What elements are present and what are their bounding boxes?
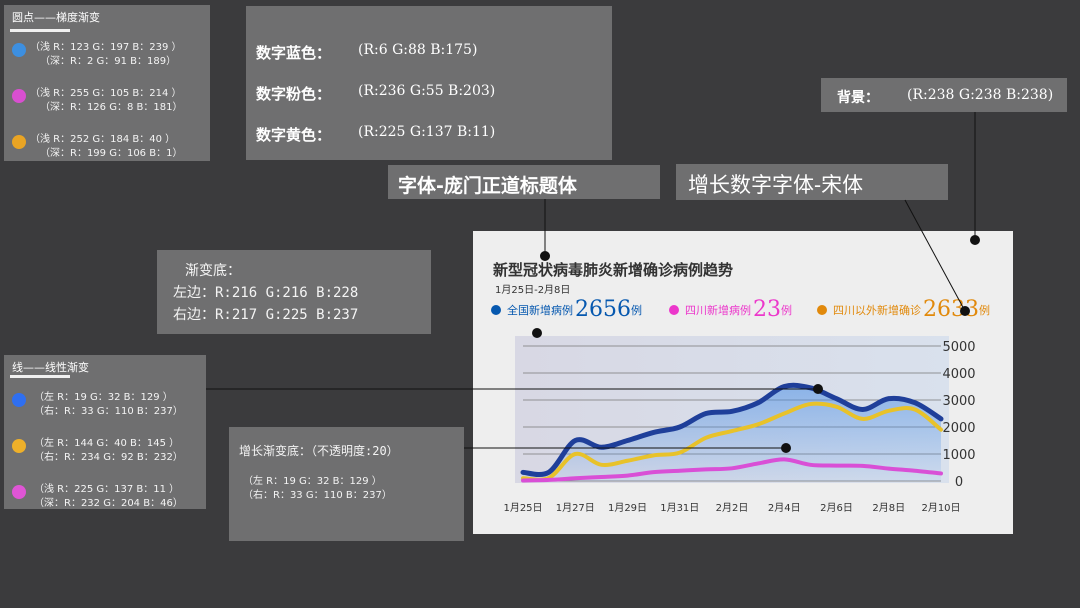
legend-unit: 例: [631, 303, 642, 317]
legend-value: 23: [753, 297, 781, 322]
chart-card: 新型冠状病毒肺炎新增确诊病例趋势 1月25日-2月8日 全国新增病例 2656 例四…: [473, 231, 1013, 534]
number-font-label: 增长数字字体-宋体: [688, 173, 864, 197]
legend-name: 四川以外新增确诊: [833, 303, 921, 317]
swatch-line1: （左 R：144 G：40 B：145 ）: [34, 438, 180, 449]
y-tick-label: 4000: [942, 367, 975, 382]
swatch-line1: （浅 R：225 G：137 B：11 ）: [34, 484, 180, 495]
line-gradient-panel: 线——线性渐变 （左 R：19 G：32 B：129 ） （右：R：33 G：11…: [4, 355, 206, 509]
color-swatch: [12, 43, 26, 57]
x-tick-label: 2月2日: [716, 502, 749, 514]
x-tick-label: 1月31日: [660, 502, 699, 514]
number-color-label: 数字粉色：: [256, 85, 332, 103]
number-color-value: (R:225 G:137 B:11): [358, 124, 496, 140]
swatch-line1: （左 R：19 G：32 B：129 ）: [34, 392, 173, 403]
growth-area: [523, 385, 941, 481]
y-tick-label: 3000: [942, 394, 975, 409]
swatch-line2: （深：R：232 G：204 B：46）: [34, 498, 183, 509]
number-color-label: 数字蓝色：: [256, 44, 332, 62]
number-font-tag: 增长数字字体-宋体: [676, 164, 948, 200]
title-font-tag: 字体-庞门正道标题体: [388, 165, 660, 199]
background-value: (R:238 G:238 B:238): [907, 87, 1054, 103]
swatch-line1: （浅 R：255 G：105 B：214 ）: [30, 88, 182, 99]
swatch-line2: （深：R：2 G：91 B：189）: [40, 56, 177, 67]
legend-value: 2656: [575, 297, 631, 322]
legend-dot: [817, 304, 827, 315]
x-tick-label: 1月27日: [556, 502, 595, 514]
color-swatch: [12, 89, 26, 103]
background-color-panel: 背景： (R:238 G:238 B:238): [821, 78, 1067, 112]
legend-name: 四川新增病例: [685, 303, 751, 317]
legend-unit: 例: [979, 303, 990, 317]
swatch-line2: （深：R：126 G：8 B：181）: [40, 102, 183, 113]
growth-gradient-line2: （右：R：33 G：110 B：237）: [243, 490, 392, 501]
x-tick-label: 2月4日: [768, 502, 801, 514]
x-tick-label: 1月29日: [608, 502, 647, 514]
x-tick-label: 2月8日: [872, 502, 905, 514]
number-color-value: (R:236 G:55 B:203): [358, 83, 496, 99]
swatch-line2: （右：R：234 G：92 B：232）: [34, 452, 183, 463]
gradient-base-right: 右边：R:217 G:225 B:237: [173, 307, 359, 323]
gradient-base-left: 左边：R:216 G:216 B:228: [173, 285, 359, 301]
y-tick-label: 2000: [942, 421, 975, 436]
growth-gradient-line1: （左 R：19 G：32 B：129 ）: [243, 476, 382, 487]
color-swatch: [12, 485, 26, 499]
legend-dot: [669, 304, 679, 315]
growth-gradient-title: 增长渐变底：（不透明度:20）: [239, 444, 399, 458]
legend-name: 全国新增病例: [507, 303, 573, 317]
x-tick-label: 2月10日: [921, 502, 960, 514]
chart-plot: 0 1000 2000 3000 4000 5000 1月25日 1月27日 1月29日 1月31…: [503, 336, 976, 514]
legend-dot: [491, 304, 501, 315]
x-tick-label: 1月25日: [503, 502, 542, 514]
title-underline: [10, 375, 70, 378]
dot-gradient-panel: 圆点——梯度渐变 （浅 R：123 G：197 B：239 ） （深：R：2 G：…: [4, 5, 210, 161]
line-gradient-title: 线——线性渐变: [12, 361, 89, 374]
chart-title: 新型冠状病毒肺炎新增确诊病例趋势: [493, 261, 734, 279]
swatch-line1: （浅 R：252 G：184 B：40 ）: [30, 134, 176, 145]
color-swatch: [12, 135, 26, 149]
y-tick-label: 0: [955, 475, 963, 490]
x-tick-label: 2月6日: [820, 502, 853, 514]
number-colors-panel: 数字蓝色： (R:6 G:88 B:175) 数字粉色： (R:236 G:55 B:…: [246, 6, 612, 160]
color-swatch: [12, 393, 26, 407]
background-label: 背景：: [837, 90, 879, 106]
swatch-line2: （深：R：199 G：106 B：1）: [40, 148, 183, 159]
y-tick-label: 5000: [942, 340, 975, 355]
y-tick-label: 1000: [942, 448, 975, 463]
gradient-base-panel: 渐变底： 左边：R:216 G:216 B:228 右边：R:217 G:225…: [157, 250, 431, 334]
legend-item: 全国新增病例 2656 例: [491, 297, 642, 322]
gradient-base-title: 渐变底：: [185, 263, 241, 279]
title-underline: [10, 29, 70, 32]
swatch-line1: （浅 R：123 G：197 B：239 ）: [30, 42, 182, 53]
swatch-line2: （右：R：33 G：110 B：237）: [34, 406, 183, 417]
number-color-label: 数字黄色：: [256, 126, 332, 144]
series-line: [521, 457, 943, 483]
chart-subtitle: 1月25日-2月8日: [495, 285, 571, 296]
series-line: [520, 382, 944, 477]
legend-unit: 例: [781, 303, 792, 317]
legend-item: 四川新增病例 23 例: [669, 297, 792, 322]
number-color-value: (R:6 G:88 B:175): [358, 42, 478, 58]
dot-gradient-title: 圆点——梯度渐变: [12, 11, 100, 24]
color-swatch: [12, 439, 26, 453]
growth-gradient-panel: 增长渐变底：（不透明度:20） （左 R：19 G：32 B：129 ） （右：…: [229, 427, 464, 541]
title-font-label: 字体-庞门正道标题体: [398, 175, 577, 197]
series-line: [521, 401, 943, 482]
